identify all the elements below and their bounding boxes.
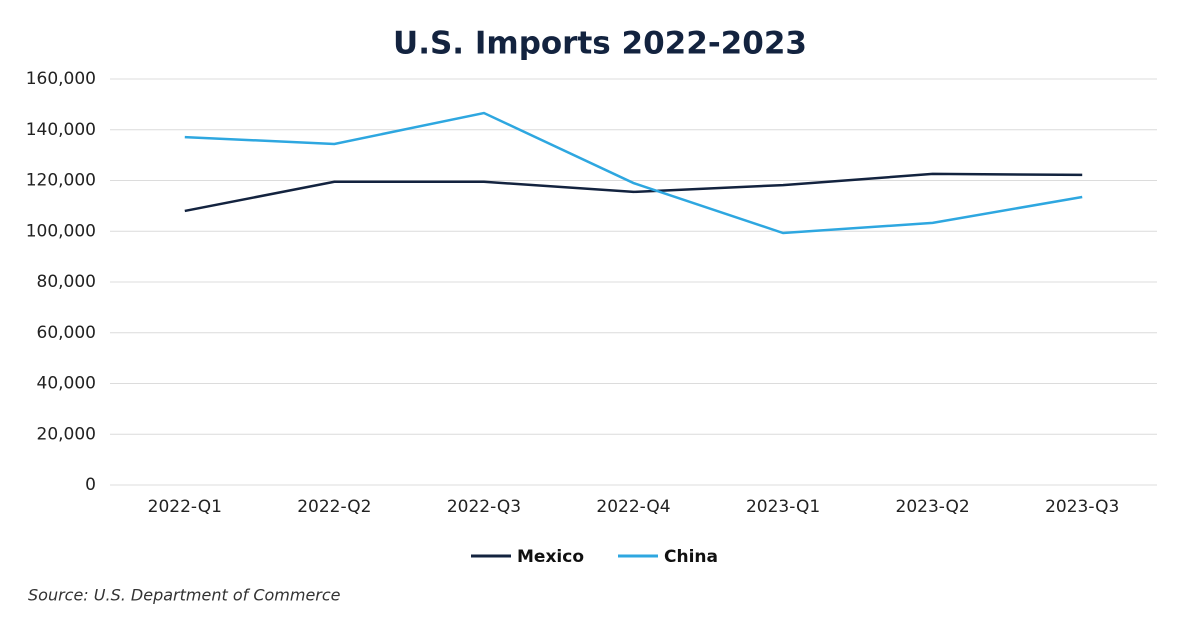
x-tick-label: 2022-Q1 bbox=[148, 497, 222, 517]
x-tick-label: 2022-Q2 bbox=[297, 497, 371, 517]
x-tick-label: 2022-Q3 bbox=[447, 497, 521, 517]
x-tick-label: 2023-Q3 bbox=[1045, 497, 1119, 517]
y-tick-label: 40,000 bbox=[37, 374, 96, 394]
data-line bbox=[184, 111, 1083, 235]
x-tick-label: 2023-Q1 bbox=[746, 497, 820, 517]
y-tick-label: 60,000 bbox=[37, 323, 96, 343]
x-tick-label: 2023-Q2 bbox=[896, 497, 970, 517]
legend-label: China bbox=[664, 547, 718, 567]
data-line bbox=[184, 172, 1083, 213]
x-tick-label: 2022-Q4 bbox=[596, 497, 670, 517]
y-tick-label: 140,000 bbox=[26, 120, 96, 140]
y-tick-label: 100,000 bbox=[26, 221, 96, 241]
y-tick-label: 120,000 bbox=[26, 171, 96, 191]
y-tick-label: 160,000 bbox=[26, 69, 96, 89]
source-note: Source: U.S. Department of Commerce bbox=[28, 586, 341, 605]
y-tick-label: 0 bbox=[85, 475, 96, 495]
y-tick-label: 80,000 bbox=[37, 272, 96, 292]
chart-title: U.S. Imports 2022-2023 bbox=[393, 26, 807, 62]
legend-label: Mexico bbox=[517, 547, 584, 567]
y-tick-label: 20,000 bbox=[37, 424, 96, 444]
